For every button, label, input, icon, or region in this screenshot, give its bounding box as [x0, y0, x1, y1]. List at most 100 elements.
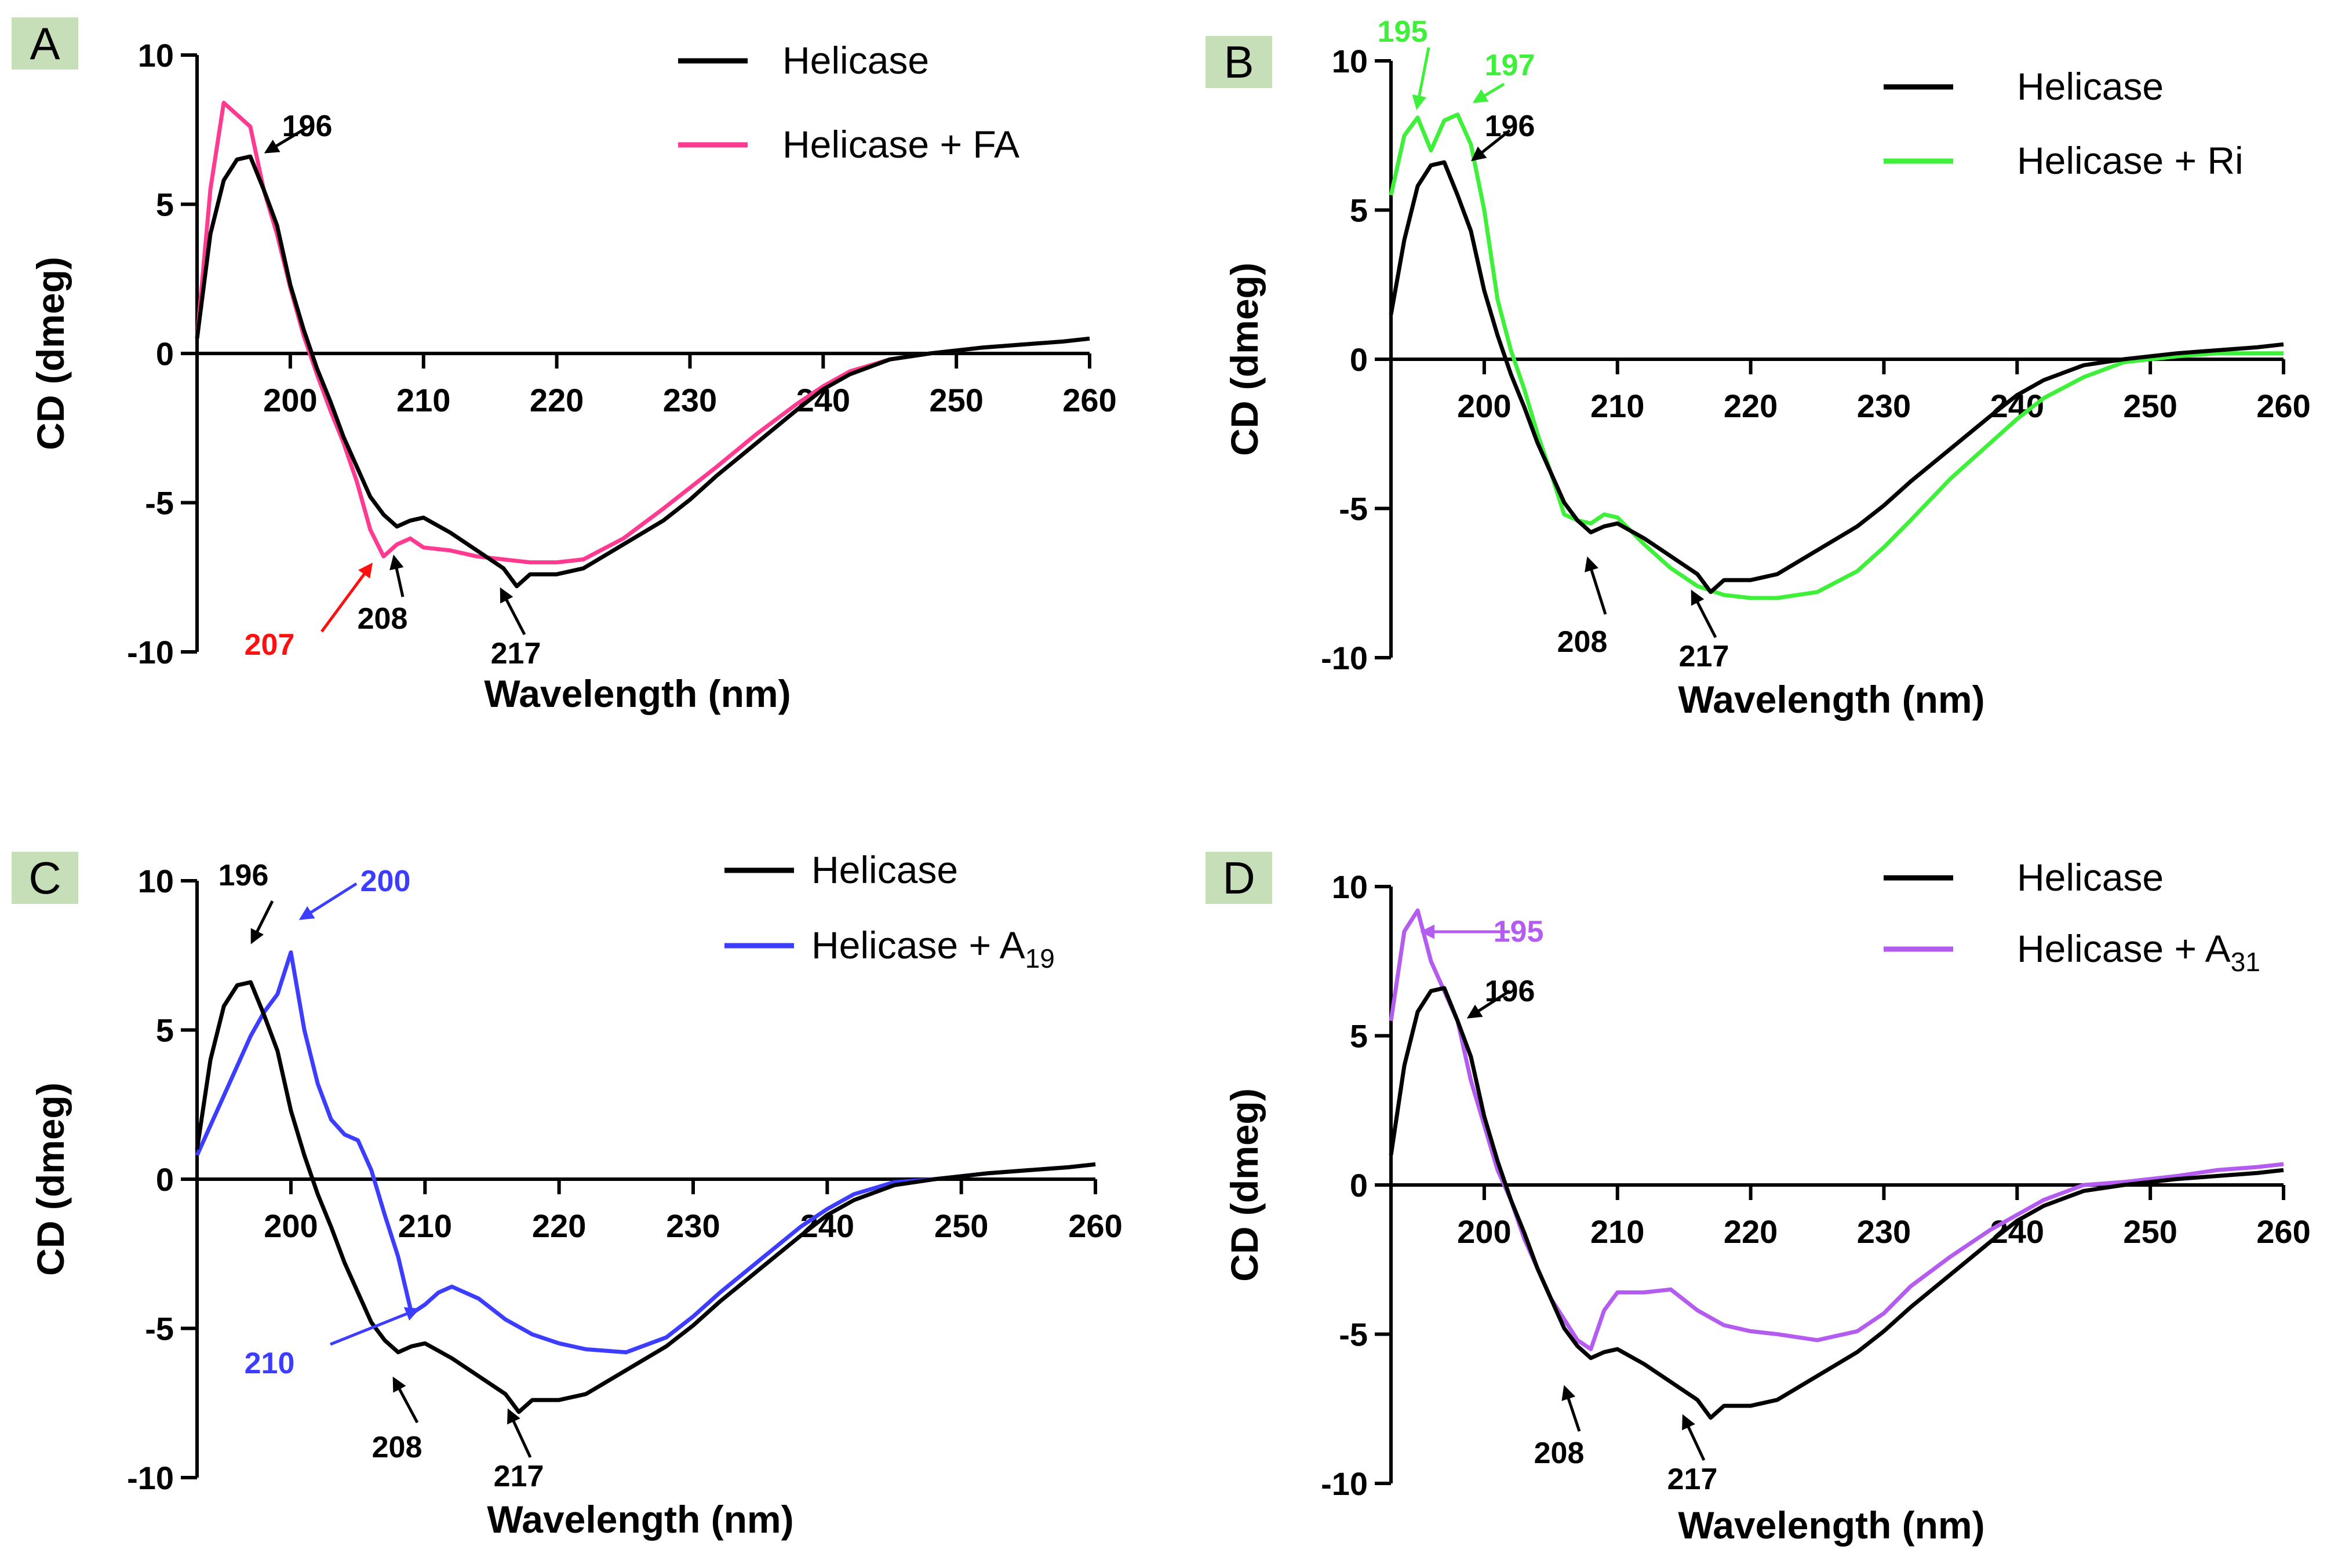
legend-label: Helicase: [811, 848, 958, 891]
x-tick-label: 210: [396, 382, 450, 418]
y-axis-title: CD (dmeg): [1223, 262, 1266, 456]
y-tick-label: -10: [1321, 640, 1368, 676]
panel-label: A: [12, 17, 78, 70]
series-line-treated: [1389, 112, 2284, 600]
x-tick-label: 260: [2256, 1213, 2310, 1250]
y-tick-label: 0: [1350, 341, 1368, 378]
x-tick-label: 210: [1590, 388, 1644, 424]
series-line-helicase: [1389, 986, 2284, 1420]
annotation-label: 195: [1378, 15, 1428, 49]
x-tick-label: 260: [1062, 382, 1116, 418]
x-tick-label: 250: [929, 382, 983, 418]
annotation-arrow: [1472, 82, 1505, 103]
x-tick-label: 220: [1724, 388, 1778, 424]
panel-label: B: [1206, 36, 1272, 88]
annotation-arrow: [1466, 989, 1511, 1019]
annotation-arrow: [507, 1408, 532, 1458]
y-axis-title: CD (dmeg): [1223, 1088, 1266, 1282]
panel-b: B 10 5 0 -5 -10 200 210 220 230 240 250 260 CD (dmeg…: [1194, 0, 2327, 753]
series-line-treated: [1389, 908, 2284, 1351]
series-line-helicase: [195, 154, 1090, 589]
x-tick-label: 200: [264, 1208, 318, 1244]
x-axis-title: Wavelength (nm): [487, 1498, 793, 1541]
x-tick-label: 220: [1724, 1213, 1778, 1250]
x-axis-title: Wavelength (nm): [484, 672, 791, 715]
x-tick-label: 230: [1857, 1213, 1911, 1250]
x-axis-title: Wavelength (nm): [1678, 1504, 1984, 1547]
y-tick-label: 0: [1350, 1167, 1368, 1204]
x-tick-label: 210: [398, 1208, 452, 1244]
annotation-label: 196: [1485, 110, 1535, 143]
legend-label: Helicase: [2017, 856, 2164, 899]
annotation-label: 217: [1667, 1463, 1718, 1496]
x-tick-label: 200: [1457, 388, 1511, 424]
series-line-treated: [195, 950, 1096, 1355]
annotation-label: 196: [1485, 975, 1535, 1008]
y-tick-label: -10: [1321, 1465, 1368, 1502]
annotation-arrow: [250, 900, 274, 945]
x-tick-label: 220: [530, 382, 584, 418]
y-tick-label: 10: [138, 37, 174, 74]
annotation-label: 197: [1485, 49, 1535, 82]
x-tick-label: 200: [263, 382, 317, 418]
annotation-label: 195: [1494, 915, 1544, 949]
annotation-label: 208: [1534, 1436, 1585, 1470]
annotation-label: 207: [245, 628, 295, 662]
annotation-arrow: [330, 1307, 420, 1346]
panel-a: A 10 5 0 -5 -10 200 210 220 230 240 250 260 CD (dmeg…: [0, 0, 1159, 753]
annotation-arrow: [1561, 1385, 1581, 1432]
x-tick-label: 250: [2123, 1213, 2177, 1250]
x-tick-label: 210: [1590, 1213, 1644, 1250]
y-axis-title: CD (dmeg): [29, 1082, 72, 1276]
panel-c: C 10 5 0 -5 -10 200 210 220 230 240 250 260 CD (dmeg…: [0, 823, 1159, 1568]
annotation-arrow: [500, 587, 526, 636]
annotation-arrow: [298, 882, 358, 920]
x-tick-label: 230: [666, 1208, 720, 1244]
y-tick-label: 5: [156, 187, 174, 223]
annotation-label: 196: [282, 110, 333, 143]
annotation-arrow: [1691, 589, 1717, 639]
legend-label: Helicase: [782, 39, 929, 82]
series-line-helicase: [1389, 160, 2284, 595]
x-tick-label: 220: [532, 1208, 586, 1244]
annotation-arrow: [264, 126, 308, 154]
annotation-label: 217: [491, 637, 541, 670]
annotation-arrow: [1682, 1414, 1706, 1461]
y-tick-label: -5: [145, 485, 174, 522]
x-tick-label: 250: [2123, 388, 2177, 424]
panel-label: C: [12, 852, 78, 904]
y-tick-label: 0: [156, 1161, 174, 1198]
annotation-label: 210: [245, 1347, 295, 1380]
series-line-treated: [195, 100, 1090, 564]
annotation-arrow: [1412, 47, 1430, 110]
x-axis-title: Wavelength (nm): [1678, 678, 1984, 721]
y-tick-label: 0: [156, 336, 174, 372]
legend-label: Helicase + Ri: [2017, 139, 2244, 182]
panel-label: D: [1206, 852, 1272, 904]
annotation-label: 196: [219, 859, 269, 892]
y-tick-label: 5: [1350, 1018, 1368, 1055]
annotation-label: 208: [1557, 625, 1608, 659]
y-tick-label: 10: [1332, 43, 1368, 79]
legend-subscript: 31: [2231, 947, 2260, 977]
y-tick-label: -10: [127, 634, 174, 670]
y-tick-label: -5: [1339, 1317, 1368, 1353]
annotation-label: 208: [358, 602, 408, 636]
annotation-arrow: [389, 555, 405, 597]
annotation-label: 208: [372, 1431, 423, 1464]
legend-main-text: Helicase + A: [2017, 927, 2231, 970]
y-tick-label: -5: [145, 1311, 174, 1347]
x-tick-label: 260: [1068, 1208, 1122, 1244]
x-tick-label: 230: [1857, 388, 1911, 424]
annotation-arrow: [320, 562, 373, 633]
y-tick-label: 10: [1332, 869, 1368, 905]
y-tick-label: -5: [1339, 491, 1368, 527]
x-tick-label: 250: [934, 1208, 988, 1244]
annotation-label: 217: [1679, 640, 1729, 673]
legend-label: Helicase + A31: [2017, 927, 2260, 977]
x-tick-label: 200: [1457, 1213, 1511, 1250]
